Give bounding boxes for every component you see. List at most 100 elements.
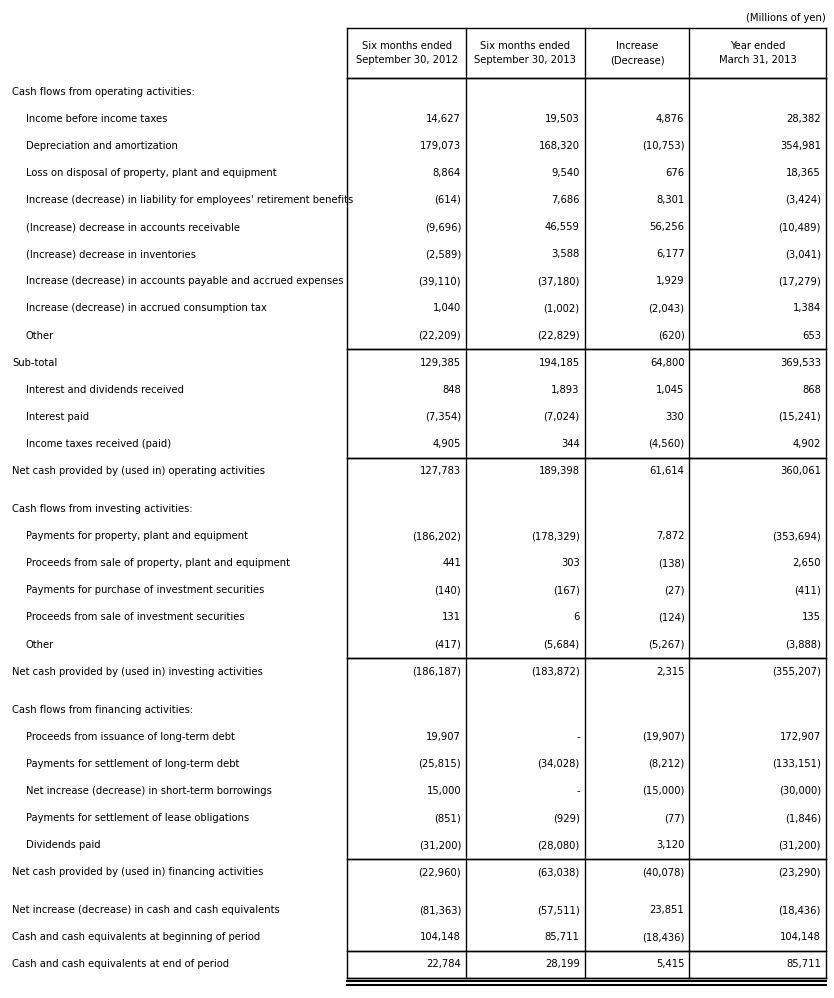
Text: 19,503: 19,503 bbox=[545, 114, 580, 124]
Text: (27): (27) bbox=[664, 586, 685, 596]
Text: (355,207): (355,207) bbox=[772, 667, 821, 677]
Text: 7,686: 7,686 bbox=[551, 195, 580, 205]
Text: Payments for settlement of long-term debt: Payments for settlement of long-term deb… bbox=[26, 758, 239, 768]
Text: Sub-total: Sub-total bbox=[12, 357, 58, 367]
Text: 61,614: 61,614 bbox=[650, 466, 685, 476]
Text: (3,888): (3,888) bbox=[785, 640, 821, 650]
Text: (22,829): (22,829) bbox=[537, 330, 580, 340]
Text: Interest and dividends received: Interest and dividends received bbox=[26, 385, 184, 395]
Text: Depreciation and amortization: Depreciation and amortization bbox=[26, 141, 178, 151]
Text: (Increase) decrease in accounts receivable: (Increase) decrease in accounts receivab… bbox=[26, 223, 240, 233]
Text: (186,187): (186,187) bbox=[412, 667, 461, 677]
Text: 19,907: 19,907 bbox=[426, 732, 461, 742]
Text: (124): (124) bbox=[658, 613, 685, 623]
Text: 653: 653 bbox=[802, 330, 821, 340]
Text: (40,078): (40,078) bbox=[642, 867, 685, 877]
Text: 129,385: 129,385 bbox=[420, 357, 461, 367]
Text: Net increase (decrease) in short-term borrowings: Net increase (decrease) in short-term bo… bbox=[26, 786, 272, 796]
Text: 85,711: 85,711 bbox=[545, 932, 580, 942]
Text: (23,290): (23,290) bbox=[778, 867, 821, 877]
Text: (178,329): (178,329) bbox=[530, 531, 580, 541]
Text: Six months ended
September 30, 2013: Six months ended September 30, 2013 bbox=[475, 41, 576, 65]
Text: 2,315: 2,315 bbox=[656, 667, 685, 677]
Text: 64,800: 64,800 bbox=[650, 357, 685, 367]
Text: (19,907): (19,907) bbox=[642, 732, 685, 742]
Text: 360,061: 360,061 bbox=[780, 466, 821, 476]
Text: Loss on disposal of property, plant and equipment: Loss on disposal of property, plant and … bbox=[26, 168, 277, 178]
Text: Other: Other bbox=[26, 640, 54, 650]
Text: (15,000): (15,000) bbox=[642, 786, 685, 796]
Text: 9,540: 9,540 bbox=[551, 168, 580, 178]
Text: (18,436): (18,436) bbox=[779, 905, 821, 915]
Text: 6,177: 6,177 bbox=[656, 250, 685, 259]
Text: 131: 131 bbox=[442, 613, 461, 623]
Text: Increase (decrease) in accounts payable and accrued expenses: Increase (decrease) in accounts payable … bbox=[26, 276, 344, 286]
Text: (10,753): (10,753) bbox=[642, 141, 685, 151]
Text: (183,872): (183,872) bbox=[531, 667, 580, 677]
Text: (31,200): (31,200) bbox=[419, 840, 461, 850]
Text: 344: 344 bbox=[561, 439, 580, 449]
Text: 441: 441 bbox=[442, 558, 461, 568]
Text: (2,589): (2,589) bbox=[425, 250, 461, 259]
Text: (186,202): (186,202) bbox=[412, 531, 461, 541]
Text: (417): (417) bbox=[435, 640, 461, 650]
Text: (140): (140) bbox=[435, 586, 461, 596]
Text: Payments for purchase of investment securities: Payments for purchase of investment secu… bbox=[26, 586, 264, 596]
Text: 194,185: 194,185 bbox=[539, 357, 580, 367]
Text: (3,424): (3,424) bbox=[785, 195, 821, 205]
Text: 179,073: 179,073 bbox=[420, 141, 461, 151]
Text: 127,783: 127,783 bbox=[420, 466, 461, 476]
Text: Increase (decrease) in liability for employees' retirement benefits: Increase (decrease) in liability for emp… bbox=[26, 195, 354, 205]
Text: (7,024): (7,024) bbox=[544, 412, 580, 422]
Text: (1,846): (1,846) bbox=[785, 813, 821, 823]
Text: (77): (77) bbox=[664, 813, 685, 823]
Text: (22,960): (22,960) bbox=[419, 867, 461, 877]
Text: (4,560): (4,560) bbox=[648, 439, 685, 449]
Text: Cash flows from investing activities:: Cash flows from investing activities: bbox=[12, 504, 193, 514]
Text: (411): (411) bbox=[794, 586, 821, 596]
Text: (138): (138) bbox=[658, 558, 685, 568]
Text: (929): (929) bbox=[553, 813, 580, 823]
Text: 23,851: 23,851 bbox=[650, 905, 685, 915]
Text: Cash flows from operating activities:: Cash flows from operating activities: bbox=[12, 87, 195, 97]
Text: 189,398: 189,398 bbox=[539, 466, 580, 476]
Text: Dividends paid: Dividends paid bbox=[26, 840, 101, 850]
Text: 2,650: 2,650 bbox=[792, 558, 821, 568]
Text: Increase
(Decrease): Increase (Decrease) bbox=[610, 41, 665, 65]
Text: 676: 676 bbox=[666, 168, 685, 178]
Text: (37,180): (37,180) bbox=[537, 276, 580, 286]
Text: (5,267): (5,267) bbox=[648, 640, 685, 650]
Text: 4,905: 4,905 bbox=[433, 439, 461, 449]
Text: (7,354): (7,354) bbox=[425, 412, 461, 422]
Text: (133,151): (133,151) bbox=[772, 758, 821, 768]
Text: 135: 135 bbox=[802, 613, 821, 623]
Text: (5,684): (5,684) bbox=[544, 640, 580, 650]
Text: (620): (620) bbox=[658, 330, 685, 340]
Text: (614): (614) bbox=[435, 195, 461, 205]
Text: Proceeds from sale of property, plant and equipment: Proceeds from sale of property, plant an… bbox=[26, 558, 290, 568]
Text: 46,559: 46,559 bbox=[545, 223, 580, 233]
Text: 4,876: 4,876 bbox=[656, 114, 685, 124]
Text: 172,907: 172,907 bbox=[780, 732, 821, 742]
Text: (28,080): (28,080) bbox=[537, 840, 580, 850]
Text: 1,040: 1,040 bbox=[433, 303, 461, 313]
Text: Net cash provided by (used in) operating activities: Net cash provided by (used in) operating… bbox=[12, 466, 265, 476]
Text: (9,696): (9,696) bbox=[425, 223, 461, 233]
Text: (Millions of yen): (Millions of yen) bbox=[746, 13, 826, 23]
Text: Income before income taxes: Income before income taxes bbox=[26, 114, 168, 124]
Text: (8,212): (8,212) bbox=[648, 758, 685, 768]
Text: 4,902: 4,902 bbox=[792, 439, 821, 449]
Text: (81,363): (81,363) bbox=[419, 905, 461, 915]
Text: 1,384: 1,384 bbox=[793, 303, 821, 313]
Text: (Increase) decrease in inventories: (Increase) decrease in inventories bbox=[26, 250, 196, 259]
Text: 28,199: 28,199 bbox=[545, 959, 580, 969]
Text: 168,320: 168,320 bbox=[539, 141, 580, 151]
Text: 1,045: 1,045 bbox=[656, 385, 685, 395]
Text: (851): (851) bbox=[435, 813, 461, 823]
Text: 15,000: 15,000 bbox=[426, 786, 461, 796]
Text: Increase (decrease) in accrued consumption tax: Increase (decrease) in accrued consumpti… bbox=[26, 303, 267, 313]
Text: (30,000): (30,000) bbox=[779, 786, 821, 796]
Text: -: - bbox=[576, 732, 580, 742]
Text: Proceeds from issuance of long-term debt: Proceeds from issuance of long-term debt bbox=[26, 732, 235, 742]
Text: 369,533: 369,533 bbox=[780, 357, 821, 367]
